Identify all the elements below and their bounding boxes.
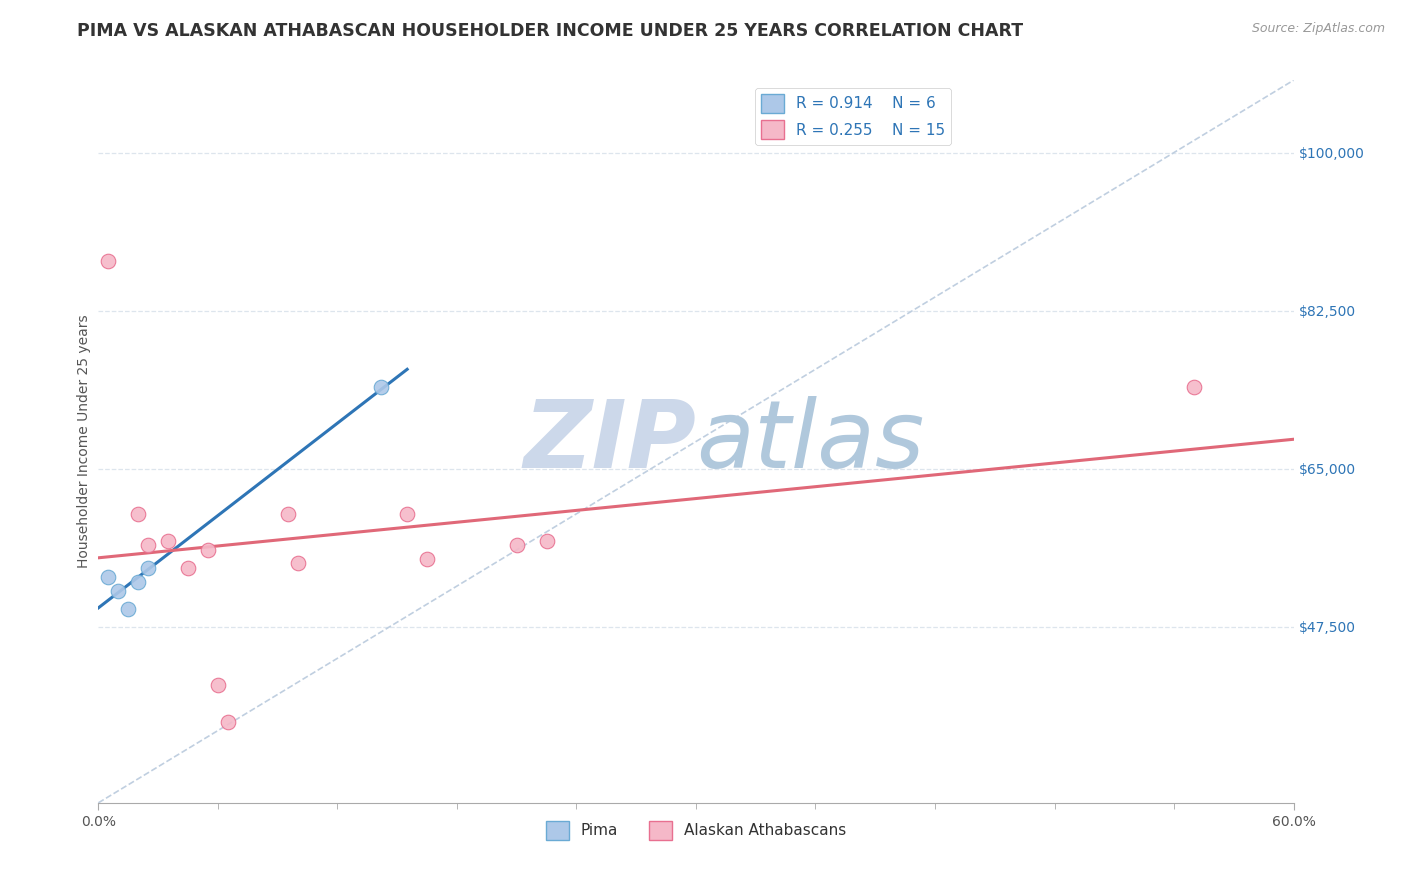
Point bbox=[396, 507, 419, 521]
Point bbox=[1182, 380, 1205, 394]
Legend: Pima, Alaskan Athabascans: Pima, Alaskan Athabascans bbox=[540, 815, 852, 846]
Point bbox=[177, 561, 200, 575]
Point bbox=[107, 583, 129, 598]
Point bbox=[370, 380, 392, 394]
Text: PIMA VS ALASKAN ATHABASCAN HOUSEHOLDER INCOME UNDER 25 YEARS CORRELATION CHART: PIMA VS ALASKAN ATHABASCAN HOUSEHOLDER I… bbox=[77, 22, 1024, 40]
Point bbox=[506, 538, 529, 552]
Point bbox=[536, 533, 558, 548]
Point bbox=[136, 561, 159, 575]
Point bbox=[127, 574, 149, 589]
Point bbox=[136, 538, 159, 552]
Y-axis label: Householder Income Under 25 years: Householder Income Under 25 years bbox=[77, 315, 91, 568]
Point bbox=[127, 507, 149, 521]
Point bbox=[117, 601, 139, 615]
Point bbox=[416, 552, 439, 566]
Point bbox=[287, 557, 309, 571]
Point bbox=[217, 714, 239, 729]
Point bbox=[277, 507, 299, 521]
Point bbox=[97, 570, 120, 584]
Text: atlas: atlas bbox=[696, 396, 924, 487]
Point bbox=[197, 542, 219, 557]
Text: Source: ZipAtlas.com: Source: ZipAtlas.com bbox=[1251, 22, 1385, 36]
Text: ZIP: ZIP bbox=[523, 395, 696, 488]
Point bbox=[157, 533, 180, 548]
Point bbox=[207, 678, 229, 692]
Point bbox=[97, 253, 120, 268]
